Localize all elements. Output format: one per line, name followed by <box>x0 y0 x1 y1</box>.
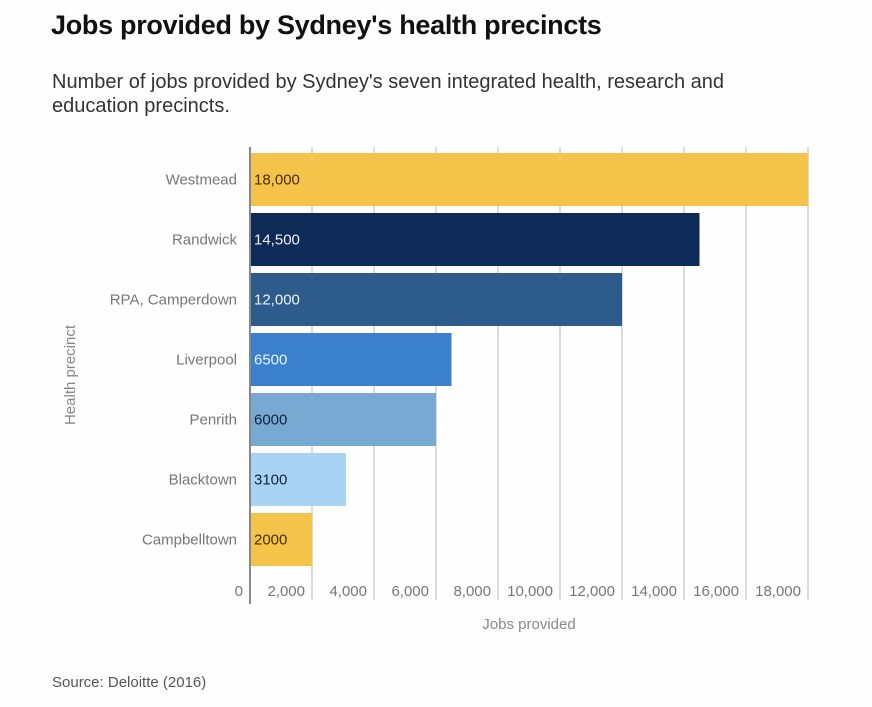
x-tick-label: 0 <box>235 583 243 600</box>
x-tick-labels: 0 2,000 4,000 6,000 8,000 10,000 12,000 14,000 1… <box>235 583 801 600</box>
x-tick-label: 2,000 <box>267 583 305 600</box>
bar <box>250 393 436 446</box>
x-tick-label: 12,000 <box>569 583 615 600</box>
x-tick-label: 8,000 <box>453 583 491 600</box>
category-label: Westmead <box>166 172 237 189</box>
bar <box>250 273 622 326</box>
category-label: Penrith <box>189 412 237 429</box>
data-label: 14,500 <box>254 232 300 249</box>
x-tick-label: 6,000 <box>391 583 429 600</box>
source-note: Source: Deloitte (2016) <box>52 674 207 691</box>
category-label: Randwick <box>172 232 238 249</box>
bar <box>250 453 347 506</box>
x-tick-label: 16,000 <box>693 583 739 600</box>
category-label: Campbelltown <box>142 532 237 549</box>
bar <box>250 213 700 266</box>
data-label: 6000 <box>254 412 287 429</box>
bar <box>250 513 312 566</box>
x-tick-label: 14,000 <box>631 583 677 600</box>
bars: 18,000 14,500 12,000 6500 6000 3100 2000 <box>250 153 808 566</box>
chart-subtitle: Number of jobs provided by Sydney's seve… <box>52 71 724 117</box>
category-label: RPA, Camperdown <box>110 292 237 309</box>
chart-title: Jobs provided by Sydney's health precinc… <box>51 10 602 40</box>
x-tick-label: 10,000 <box>507 583 553 600</box>
data-label: 12,000 <box>254 292 300 309</box>
x-axis-title: Jobs provided <box>482 616 575 633</box>
bar <box>250 153 808 206</box>
data-label: 18,000 <box>254 172 300 189</box>
data-label: 3100 <box>254 472 287 489</box>
category-labels: Westmead Randwick RPA, Camperdown Liverpool… <box>110 172 238 549</box>
data-label: 6500 <box>254 352 287 369</box>
category-label: Blacktown <box>169 472 237 489</box>
x-tick-label: 4,000 <box>329 583 367 600</box>
x-tick-label: 18,000 <box>755 583 801 600</box>
data-label: 2000 <box>254 532 287 549</box>
category-label: Liverpool <box>176 352 237 369</box>
bar <box>250 333 452 386</box>
y-axis-title: Health precinct <box>62 324 79 425</box>
